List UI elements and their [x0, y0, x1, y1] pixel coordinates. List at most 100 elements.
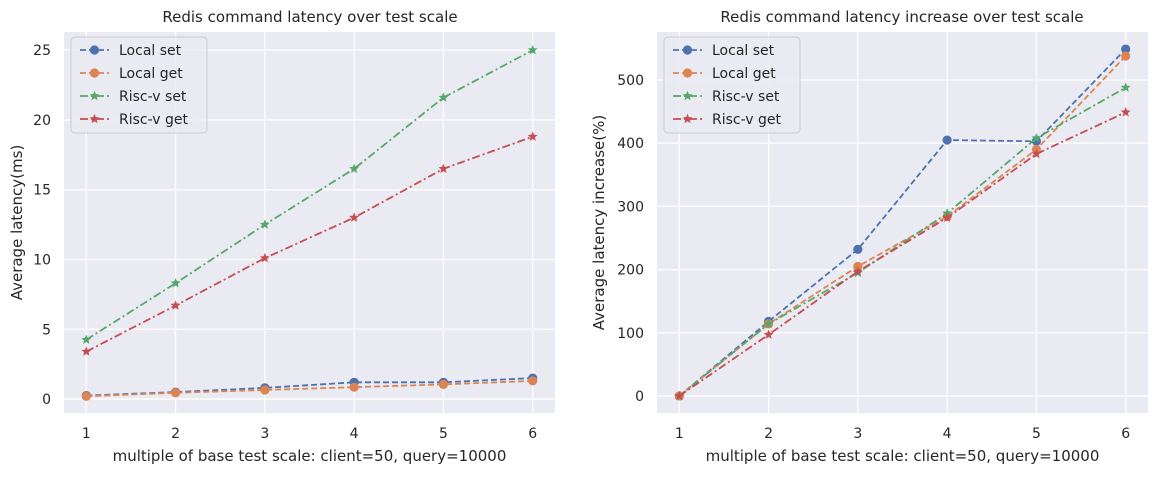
- x-tick-label: 4: [350, 426, 359, 442]
- y-tick-label: 0: [42, 392, 51, 408]
- data-point: [942, 135, 952, 145]
- series-line: [678, 48, 1127, 397]
- x-tick-label: 1: [82, 426, 91, 442]
- chart-title: Redis command latency increase over test…: [720, 8, 1083, 26]
- series-line: [86, 380, 533, 398]
- legend-marker: [682, 113, 693, 124]
- data-point: [81, 334, 92, 344]
- y-axis-label: Average latency increase(%): [590, 115, 608, 330]
- data-point: [81, 391, 91, 401]
- data-point: [438, 379, 449, 389]
- x-tick-label: 5: [1032, 426, 1041, 442]
- series-risc-v-get: [674, 107, 1131, 401]
- legend-box: [663, 36, 801, 134]
- data-point: [1120, 82, 1131, 92]
- x-tick-label: 2: [764, 426, 773, 442]
- legend-label: Risc-v get: [119, 112, 189, 128]
- series-line: [85, 49, 534, 341]
- legend-item: Local set: [673, 43, 775, 59]
- y-tick-label: 25: [33, 43, 51, 59]
- data-point: [852, 266, 863, 276]
- legend-marker: [682, 68, 693, 78]
- legend-item: Risc-v set: [673, 89, 780, 105]
- data-point: [349, 163, 360, 173]
- legend-label: Local get: [119, 66, 183, 82]
- y-tick-label: 10: [33, 252, 51, 268]
- legend-marker: [89, 45, 100, 55]
- legend-marker: [89, 113, 100, 124]
- data-point: [170, 278, 181, 288]
- x-tick-label: 2: [171, 426, 180, 442]
- legend-marker: [89, 90, 100, 101]
- y-tick-label: 100: [617, 326, 644, 342]
- x-axis-label: multiple of base test scale: client=50, …: [113, 447, 507, 465]
- data-point: [1121, 51, 1131, 61]
- legend-label: Local set: [712, 43, 775, 59]
- legend-item: Local get: [673, 66, 776, 82]
- chart-title: Redis command latency over test scale: [162, 8, 457, 26]
- legend-box: [70, 36, 208, 134]
- x-tick-label: 3: [853, 426, 862, 442]
- x-tick-label: 1: [675, 426, 684, 442]
- latency-chart: 1 2 3 4 5 6 0 5 10 15 20 25 Redis command latency ov…: [8, 8, 555, 465]
- series-risc-v-set: [81, 44, 538, 344]
- series-local-get: [81, 376, 538, 401]
- data-point: [170, 300, 181, 310]
- data-point: [942, 212, 953, 222]
- data-point: [81, 346, 92, 356]
- legend-label: Local set: [119, 43, 182, 59]
- y-tick-label: 20: [33, 113, 51, 129]
- data-point: [259, 252, 270, 263]
- y-tick-label: 200: [617, 263, 644, 279]
- x-axis-label: multiple of base test scale: client=50, …: [706, 447, 1100, 465]
- series-risc-v-get: [81, 131, 538, 356]
- data-point: [438, 92, 449, 102]
- legend-marker: [682, 45, 693, 55]
- y-axis-label: Average latency(ms): [8, 145, 26, 301]
- data-point: [260, 385, 270, 395]
- x-tick-label: 3: [260, 426, 269, 442]
- y-tick-label: 500: [617, 73, 644, 89]
- legend-label: Local get: [712, 66, 776, 82]
- data-point: [349, 212, 360, 222]
- data-point: [1031, 148, 1042, 159]
- y-tick-label: 400: [617, 136, 644, 152]
- y-tick-label: 300: [617, 199, 644, 215]
- legend-label: Risc-v get: [712, 112, 782, 128]
- legend-label: Risc-v set: [119, 89, 187, 105]
- legend-item: Risc-v get: [80, 112, 189, 128]
- legend: Local set Local get Risc-v set Risc-v get: [70, 36, 208, 134]
- data-point: [1121, 44, 1131, 54]
- data-point: [674, 390, 685, 401]
- legend-marker: [682, 90, 693, 101]
- x-tick-label: 4: [943, 426, 952, 442]
- series-line: [678, 55, 1127, 397]
- data-point: [438, 163, 449, 173]
- legend-item: Risc-v get: [673, 112, 782, 128]
- legend-item: Risc-v set: [80, 89, 187, 105]
- y-tick-label: 15: [33, 183, 51, 199]
- series-line: [85, 135, 533, 353]
- data-point: [763, 318, 774, 329]
- data-point: [528, 376, 538, 386]
- y-tick-label: 0: [635, 389, 644, 405]
- legend-item: Local set: [80, 43, 182, 59]
- data-point: [1031, 132, 1042, 143]
- x-tick-label: 6: [1121, 426, 1130, 442]
- data-point: [527, 44, 538, 55]
- y-tick-label: 5: [42, 322, 51, 338]
- data-point: [259, 219, 270, 229]
- data-point: [853, 244, 863, 254]
- x-tick-label: 6: [528, 426, 537, 442]
- data-point: [170, 388, 181, 398]
- data-point: [763, 329, 774, 339]
- latency-increase-chart: 1 2 3 4 5 6 0 100 200 300 400 500 Redis command late…: [590, 8, 1148, 465]
- x-tick-label: 5: [439, 426, 448, 442]
- data-point: [1120, 107, 1131, 117]
- legend-marker: [89, 68, 100, 78]
- data-point: [349, 382, 359, 392]
- legend-item: Local get: [80, 66, 183, 82]
- legend-label: Risc-v set: [712, 89, 780, 105]
- legend: Local set Local get Risc-v set Risc-v get: [663, 36, 801, 134]
